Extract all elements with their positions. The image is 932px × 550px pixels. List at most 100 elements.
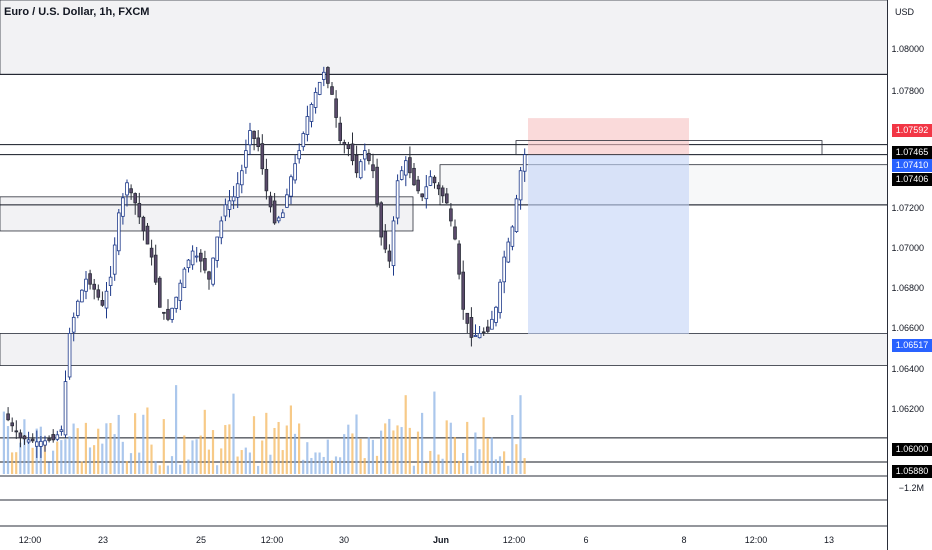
time-tick: 12:00	[260, 535, 284, 545]
volume-bar	[339, 457, 342, 474]
level-price-tag: 1.05880	[892, 465, 932, 478]
candle-body	[280, 212, 285, 218]
candle-body	[162, 311, 166, 314]
volume-bar	[43, 441, 46, 474]
candle-body	[440, 187, 445, 197]
candle-body	[358, 161, 363, 179]
volume-bar	[392, 430, 395, 474]
volume-bar	[511, 414, 514, 474]
candle-body	[178, 282, 183, 301]
candle-body	[203, 258, 207, 271]
candle-body	[461, 271, 465, 310]
candle-body	[153, 254, 158, 283]
candle-body	[55, 434, 60, 440]
candle-body	[104, 290, 109, 309]
candle-body	[272, 200, 277, 224]
volume-bar	[380, 430, 383, 474]
candle-body	[129, 188, 133, 194]
volume-bar	[457, 460, 461, 474]
candle-body	[18, 432, 23, 439]
volume-bar	[429, 450, 432, 474]
volume-bar	[310, 457, 313, 474]
candle-body	[449, 208, 453, 222]
volume-bar	[232, 393, 235, 474]
volume-bar	[482, 417, 485, 474]
volume-bar	[154, 460, 157, 474]
candle-body	[477, 333, 482, 339]
candle-body	[149, 247, 154, 258]
stop-price-tag: 1.07592	[892, 124, 932, 137]
volume-bar	[84, 422, 87, 474]
candle-body	[92, 283, 97, 290]
volume-bar	[498, 456, 502, 474]
candle-body	[289, 176, 293, 197]
volume-bar	[302, 459, 305, 474]
price-tick: 1.07800	[891, 86, 924, 96]
level-price-tag: 1.07465	[892, 146, 932, 159]
candle-body	[207, 271, 211, 280]
candle-body	[10, 422, 15, 427]
candle-body	[174, 296, 179, 309]
candle-body	[362, 150, 367, 160]
candle-body	[112, 244, 117, 275]
volume-bar	[314, 452, 317, 474]
volume-bar	[478, 449, 481, 474]
volume-bar	[64, 439, 67, 474]
candle-body	[157, 277, 162, 308]
candle-body	[141, 216, 146, 232]
candle-body	[260, 143, 265, 170]
volume-bar	[52, 450, 55, 474]
candle-body	[88, 273, 92, 285]
candle-body	[26, 439, 31, 443]
candle-body	[223, 204, 228, 217]
candle-body	[473, 335, 478, 337]
candle-body	[35, 441, 39, 447]
time-tick: 12:00	[502, 535, 526, 545]
candle-body	[264, 168, 269, 192]
candle-body	[285, 194, 289, 208]
last-price-tag: 1.07410	[892, 159, 932, 172]
candle-body	[43, 440, 47, 446]
time-tick: 6	[583, 535, 589, 545]
volume-bar	[93, 445, 96, 474]
price-axis[interactable]: USD 1.08000 1.07800 1.07200 1.07000 1.06…	[887, 0, 932, 550]
candle-body	[432, 176, 437, 184]
price-tick: 1.06800	[891, 283, 924, 293]
candle-body	[121, 197, 125, 217]
volume-bar	[158, 465, 161, 474]
volume-bar	[515, 444, 518, 474]
volume-bar	[343, 434, 346, 474]
time-tick: 23	[97, 535, 109, 545]
candle-body	[198, 252, 203, 262]
candle-body	[391, 220, 396, 267]
candle-body	[215, 236, 220, 261]
candle-body	[117, 212, 121, 252]
entry-box	[515, 140, 823, 156]
candle-body	[514, 198, 519, 233]
candle-body	[465, 312, 470, 324]
volume-bar	[56, 441, 59, 474]
candle-body	[133, 193, 138, 204]
volume-bar	[113, 434, 116, 474]
candle-body	[30, 438, 35, 442]
candle-body	[244, 150, 248, 168]
time-tick: Jun	[432, 535, 450, 545]
candle-body	[6, 413, 10, 421]
time-tick: 13	[823, 535, 835, 545]
candle-body	[518, 170, 523, 201]
volume-bar	[248, 452, 251, 474]
level-price-tag: 1.06000	[892, 443, 932, 456]
volume-bar	[281, 450, 284, 474]
candle-body	[268, 195, 273, 208]
candle-body	[47, 438, 51, 441]
price-tick: 1.06200	[891, 404, 924, 414]
candle-body	[219, 220, 224, 239]
volume-bar	[105, 423, 108, 474]
volume-bar	[6, 426, 10, 474]
volume-bar	[318, 452, 321, 474]
volume-bar	[207, 449, 210, 474]
volume-bar	[2, 411, 5, 474]
price-chart[interactable]	[0, 0, 888, 550]
volume-bar	[162, 419, 165, 474]
